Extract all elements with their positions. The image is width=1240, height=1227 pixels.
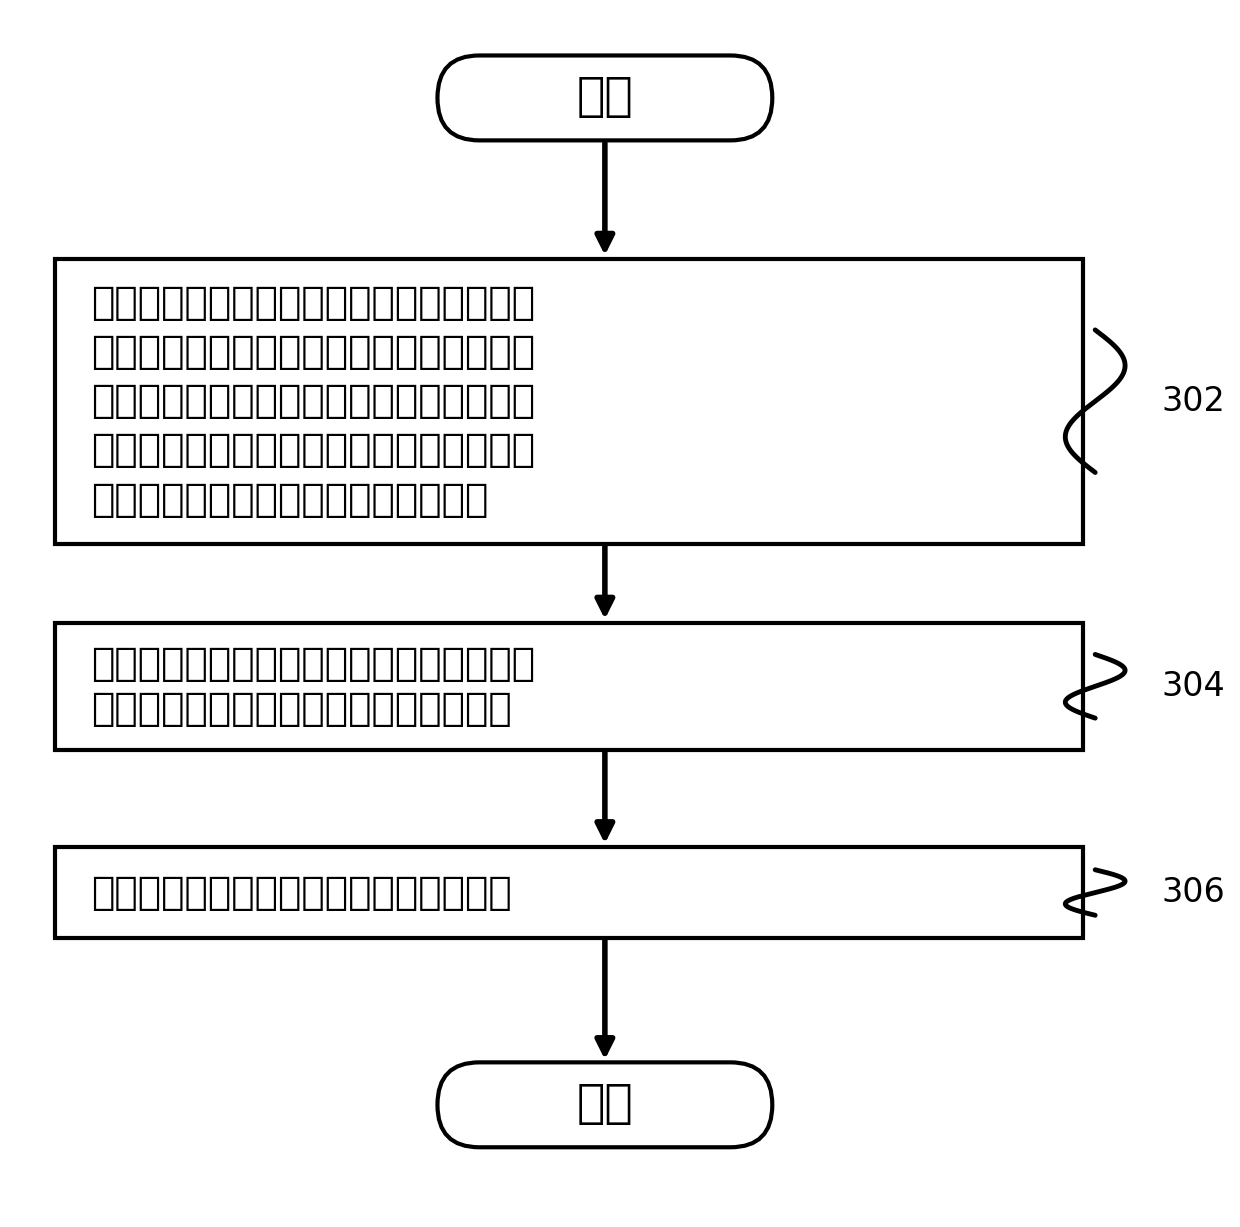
Text: 在对分体落地式空调器进行冷媒充注时，控: 在对分体落地式空调器进行冷媒充注时，控 <box>91 283 534 321</box>
Text: 罐中的冷媒充注到分体落地式空调器中: 罐中的冷媒充注到分体落地式空调器中 <box>91 481 489 519</box>
Text: 制分体落地式空调器处于制热模式，并控制: 制分体落地式空调器处于制热模式，并控制 <box>91 333 534 371</box>
FancyBboxPatch shape <box>55 622 1084 750</box>
Text: 系统的压力和温度判断冷媒是否充注完成: 系统的压力和温度判断冷媒是否充注完成 <box>91 690 511 728</box>
Text: 通过检测空调器的输出功率和电流以及制冷: 通过检测空调器的输出功率和电流以及制冷 <box>91 644 534 682</box>
Text: 306: 306 <box>1161 876 1225 909</box>
Text: 304: 304 <box>1161 670 1225 703</box>
Text: 开始: 开始 <box>577 75 634 120</box>
FancyBboxPatch shape <box>438 1063 773 1147</box>
FancyBboxPatch shape <box>55 847 1084 937</box>
Text: 302: 302 <box>1161 385 1225 417</box>
Text: 结束: 结束 <box>577 1082 634 1128</box>
Text: 开，使冷媒充注口与冷媒罐连通，以将冷媒: 开，使冷媒充注口与冷媒罐连通，以将冷媒 <box>91 432 534 470</box>
Text: 第一电磁阀或第二电磁阀上的冷媒充注口打: 第一电磁阀或第二电磁阀上的冷媒充注口打 <box>91 382 534 420</box>
Text: 在冷媒充注完成时，解除与冷媒罐的连通: 在冷媒充注完成时，解除与冷媒罐的连通 <box>91 874 511 912</box>
FancyBboxPatch shape <box>55 259 1084 544</box>
FancyBboxPatch shape <box>438 55 773 140</box>
